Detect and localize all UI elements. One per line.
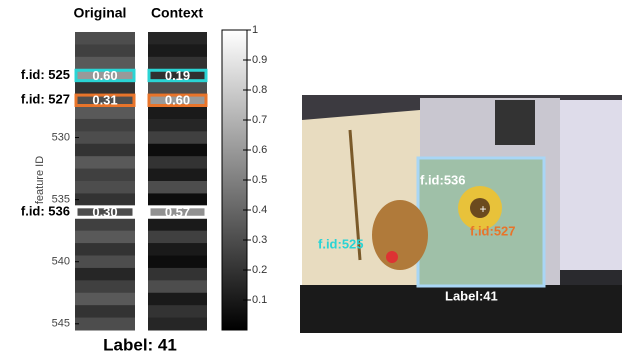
heatmap-cell <box>75 218 135 232</box>
heatmap-cell <box>75 32 135 45</box>
heatmap-cell <box>148 292 207 306</box>
highlight-label: f.id: 536 <box>21 203 70 218</box>
y-tick-label: 545 <box>52 318 70 330</box>
value-label: 0.60 <box>92 68 117 83</box>
heatmap-cell <box>148 267 207 281</box>
value-label: 0.19 <box>165 68 190 83</box>
heatmap-cell <box>148 255 207 269</box>
heatmap-cell <box>75 94 135 107</box>
heatmap-cell <box>75 56 135 70</box>
photo-annotation: Label:41 <box>445 288 498 303</box>
heatmap-cell <box>75 267 135 281</box>
heatmap-cell <box>148 69 207 83</box>
heatmap-cell <box>148 317 207 331</box>
colorbar-tick-label: 0.2 <box>252 264 267 276</box>
colorbar-tick-label: 0.9 <box>252 54 267 66</box>
highlight-box <box>147 205 208 219</box>
heatmap-cell <box>75 181 135 194</box>
heatmap-cell <box>148 81 207 95</box>
highlight-box <box>74 93 136 108</box>
heatmap-cell <box>148 193 207 207</box>
heatmap-cell <box>75 168 135 182</box>
highlight-box <box>74 68 136 83</box>
heatmap-cell <box>75 131 135 145</box>
colorbar <box>221 29 248 331</box>
column-title: Context <box>151 5 203 21</box>
heatmap-cell <box>148 32 207 45</box>
heatmap-cell <box>75 193 135 207</box>
heatmap-cell <box>148 243 207 256</box>
heatmap-cell <box>75 81 135 95</box>
highlight-label: f.id: 527 <box>21 92 70 107</box>
photo-annotation: f.id:525 <box>318 236 364 251</box>
heatmap-cell <box>75 156 135 170</box>
colorbar-tick-label: 0.3 <box>252 234 267 246</box>
heatmap-cell <box>148 205 207 219</box>
heatmap-cell <box>148 131 207 145</box>
heatmap-cell <box>75 230 135 244</box>
colorbar-tick-label: 0.7 <box>252 114 267 126</box>
colorbar-tick-label: 0.6 <box>252 144 267 156</box>
colorbar-tick-label: 0.8 <box>252 84 267 96</box>
heatmap-cell <box>75 292 135 306</box>
heatmap-cell <box>148 280 207 294</box>
photo-annotation: f.id:536 <box>420 172 466 187</box>
y-tick-label: 530 <box>52 131 70 143</box>
heatmap-cell <box>75 44 135 58</box>
highlight-box <box>147 68 208 83</box>
heatmap-cell <box>75 317 135 331</box>
heatmap-cell <box>148 106 207 120</box>
heatmap-cell <box>148 168 207 182</box>
footer-label: Label: 41 <box>103 335 177 354</box>
highlight-label: f.id: 525 <box>21 67 70 82</box>
colorbar-tick-label: 0.5 <box>252 174 267 186</box>
colorbar-tick-label: 0.4 <box>252 204 267 216</box>
value-label: 0.60 <box>165 93 190 108</box>
y-tick-label: 535 <box>52 194 70 206</box>
heatmap-cell <box>75 69 135 83</box>
heatmap-cell <box>75 280 135 294</box>
svg-text:+: + <box>479 202 486 216</box>
highlight-box <box>74 205 136 219</box>
value-label: 0.57 <box>165 204 190 219</box>
colorbar-tick-label: 0.1 <box>252 294 267 306</box>
heatmap-cell <box>75 205 135 219</box>
y-tick-label: 540 <box>52 256 70 268</box>
heatmap-cell <box>148 56 207 70</box>
heatmap-cell <box>148 118 207 132</box>
heatmap-cell <box>148 94 207 107</box>
heatmap-cell <box>148 230 207 244</box>
heatmap-cell <box>75 255 135 269</box>
heatmap-cell <box>75 118 135 132</box>
heatmap-cell <box>148 181 207 194</box>
heatmap-cell <box>75 143 135 157</box>
heatmap-cell <box>148 218 207 232</box>
heatmap-cell <box>75 106 135 120</box>
column-title: Original <box>74 5 127 21</box>
heatmap-cell <box>148 44 207 58</box>
value-label: 0.30 <box>92 204 117 219</box>
highlight-box <box>147 93 208 108</box>
heatmap-cell <box>75 243 135 256</box>
heatmap-cell <box>148 305 207 319</box>
heatmap-cell <box>148 156 207 170</box>
photo: + <box>300 95 622 333</box>
heatmap-cell <box>148 143 207 157</box>
value-label: 0.31 <box>92 93 117 108</box>
y-axis-label: feature ID <box>34 156 46 204</box>
heatmap-cell <box>75 305 135 319</box>
photo-annotation: f.id:527 <box>470 223 516 238</box>
colorbar-tick-label: 1 <box>252 24 258 36</box>
